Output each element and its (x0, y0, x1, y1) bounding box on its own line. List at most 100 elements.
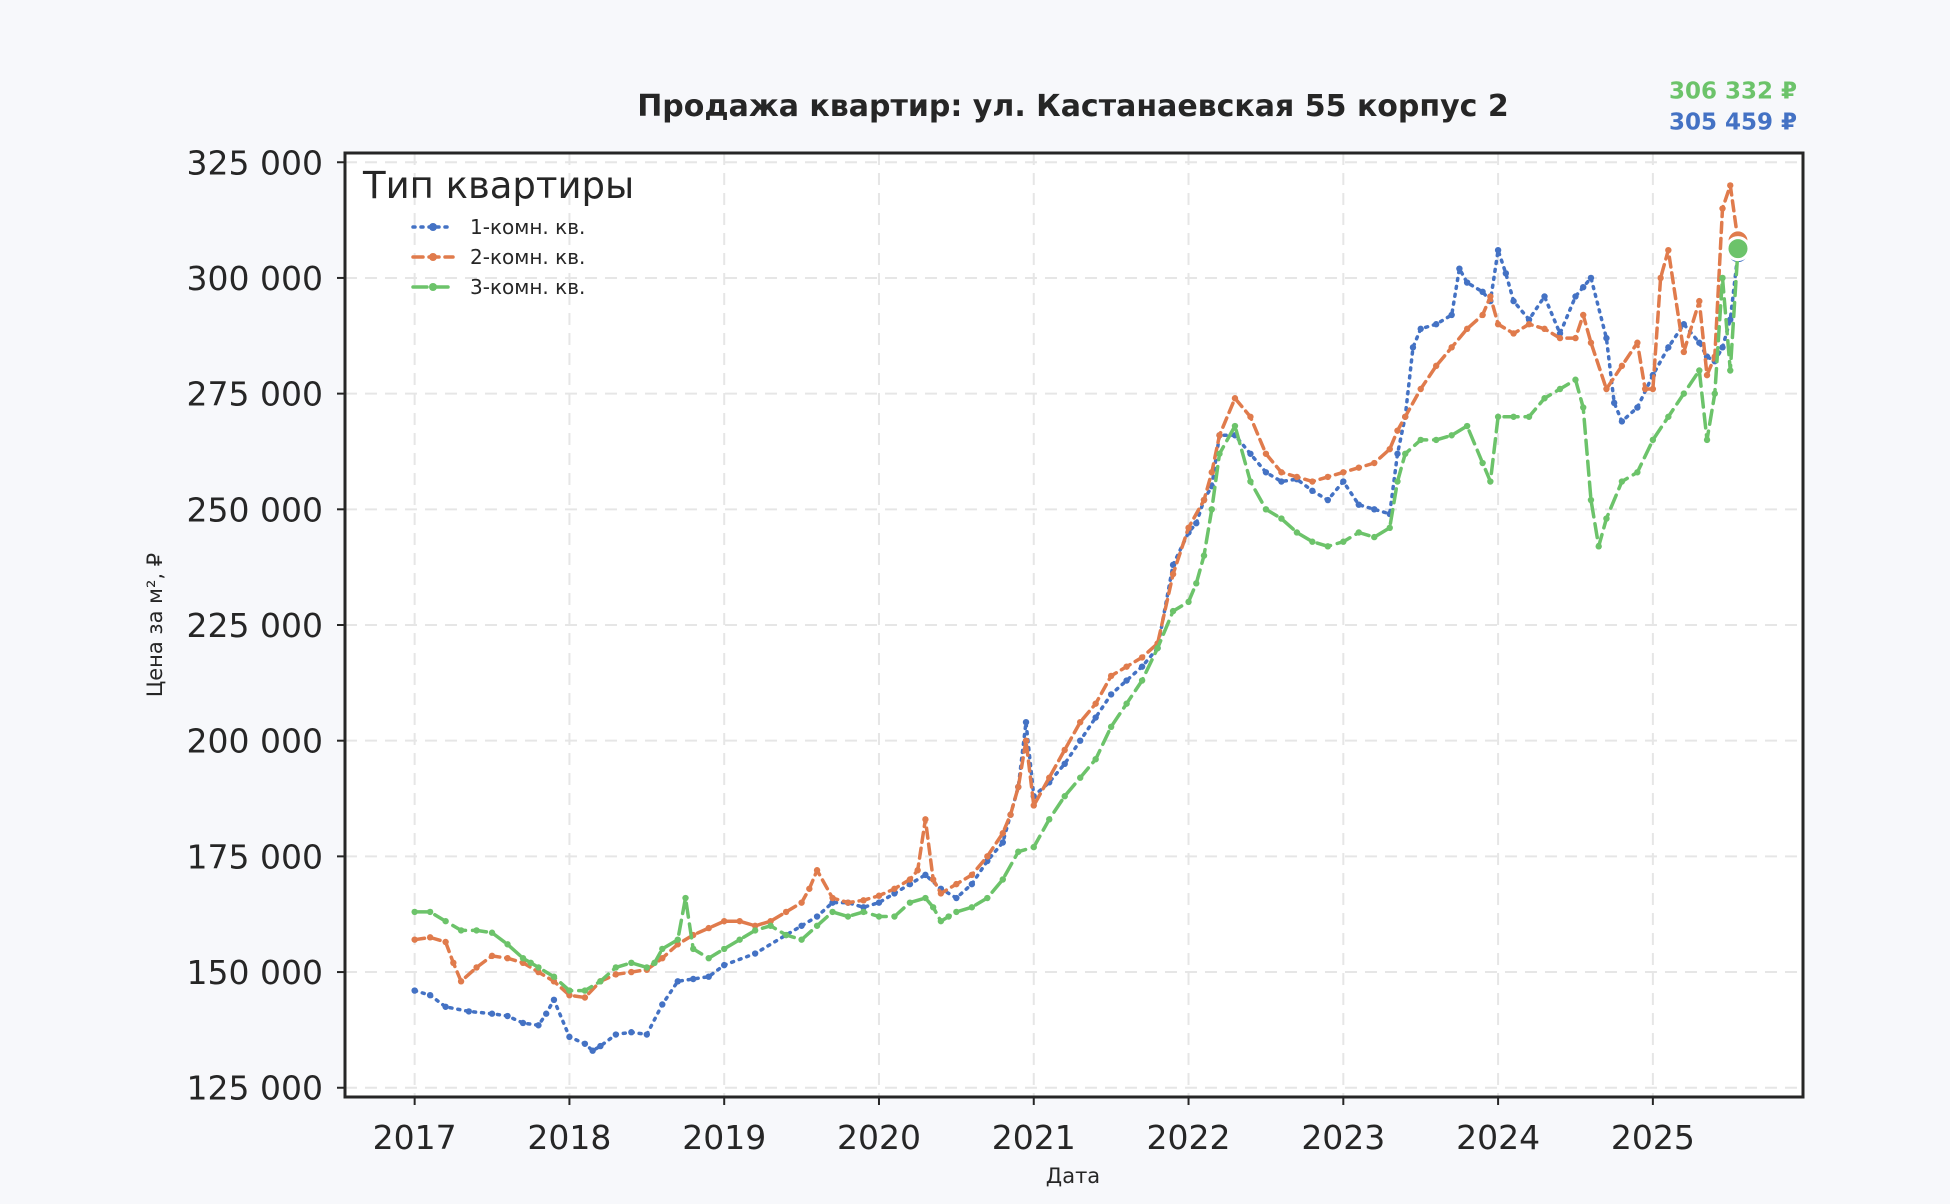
data-point (1355, 501, 1362, 508)
data-point (968, 871, 976, 879)
data-point (566, 1033, 573, 1041)
legend: Тип квартиры 1-комн. кв. 2-комн. кв. 3-ком… (362, 164, 634, 299)
data-point (1665, 344, 1672, 351)
data-point (1603, 385, 1610, 393)
data-point (1580, 404, 1587, 411)
data-point (1200, 552, 1208, 559)
data-point (891, 890, 898, 897)
y-tick-label: 150 000 (187, 953, 323, 992)
data-point (1525, 413, 1533, 420)
data-point (1030, 843, 1037, 851)
data-point (1680, 348, 1688, 356)
legend-title: Тип квартиры (362, 164, 634, 207)
x-tick-label: 2018 (527, 1118, 611, 1157)
data-point (1703, 436, 1711, 444)
data-point (929, 876, 937, 883)
data-point (1138, 663, 1146, 670)
data-point (1123, 700, 1130, 707)
data-point (1680, 390, 1688, 397)
data-point (628, 968, 635, 976)
data-point (1046, 774, 1053, 781)
data-point (1580, 311, 1587, 319)
data-point (674, 978, 681, 985)
data-point (1572, 334, 1579, 342)
data-point (1649, 385, 1657, 393)
data-point (906, 876, 914, 883)
data-point (504, 954, 511, 962)
data-point (1595, 543, 1602, 550)
data-point (488, 1010, 496, 1017)
data-point (1107, 672, 1115, 680)
data-point (999, 830, 1007, 837)
data-point (1355, 529, 1362, 536)
data-point (937, 890, 945, 897)
data-point (566, 991, 573, 999)
data-point (953, 880, 960, 888)
data-point (1479, 311, 1486, 319)
data-point (1076, 737, 1084, 744)
data-point (1309, 538, 1316, 545)
data-point (1541, 293, 1548, 300)
data-point (968, 880, 976, 888)
data-point (906, 899, 914, 906)
data-point (1432, 436, 1440, 444)
y-tick-label: 300 000 (187, 259, 323, 298)
end-value-label: 305 459 ₽ (1669, 110, 1797, 136)
data-point (1200, 496, 1208, 504)
data-point (535, 1022, 542, 1029)
data-point (1278, 478, 1285, 485)
data-point (1293, 473, 1301, 481)
data-point (465, 1008, 473, 1015)
data-point (1247, 413, 1254, 420)
data-point (1015, 848, 1022, 855)
data-point (457, 978, 465, 985)
data-point (813, 922, 821, 929)
data-point (612, 964, 620, 971)
data-point (1510, 297, 1517, 305)
series-line (412, 246, 1740, 993)
data-point (721, 961, 728, 969)
data-point (1278, 469, 1285, 476)
data-point (736, 936, 743, 943)
data-point (1680, 321, 1688, 328)
data-point (597, 978, 604, 985)
data-point (1510, 330, 1517, 337)
data-point (1007, 811, 1014, 818)
data-point (1572, 376, 1579, 383)
data-point (1169, 561, 1177, 569)
x-tick-label: 2020 (837, 1118, 921, 1157)
data-point (1525, 321, 1533, 328)
y-tick-label: 250 000 (187, 490, 323, 529)
data-point (721, 917, 728, 925)
data-point (543, 1010, 550, 1017)
data-point (1618, 362, 1626, 370)
data-point (519, 954, 527, 962)
data-point (1154, 644, 1161, 652)
data-point (1463, 279, 1471, 286)
x-tick-label: 2019 (682, 1118, 766, 1157)
data-point (550, 973, 558, 980)
data-point (891, 913, 898, 920)
data-point (1216, 432, 1223, 439)
data-point (1231, 422, 1239, 430)
data-point (798, 936, 805, 943)
x-tick-label: 2022 (1147, 1118, 1231, 1157)
data-point (1324, 473, 1332, 481)
data-point (984, 857, 991, 865)
data-point (705, 954, 712, 962)
data-point (1247, 478, 1254, 485)
data-point (1262, 506, 1270, 513)
data-point (1247, 450, 1254, 457)
y-tick-label: 225 000 (187, 606, 323, 645)
series-3 (411, 236, 1751, 994)
data-point (1371, 459, 1378, 467)
data-point (1494, 246, 1502, 254)
data-point (767, 917, 774, 925)
data-point (612, 971, 620, 978)
data-point (1727, 316, 1734, 323)
data-point (813, 913, 821, 920)
data-point (1324, 543, 1332, 550)
data-point (597, 1042, 604, 1050)
data-point (1448, 344, 1455, 351)
